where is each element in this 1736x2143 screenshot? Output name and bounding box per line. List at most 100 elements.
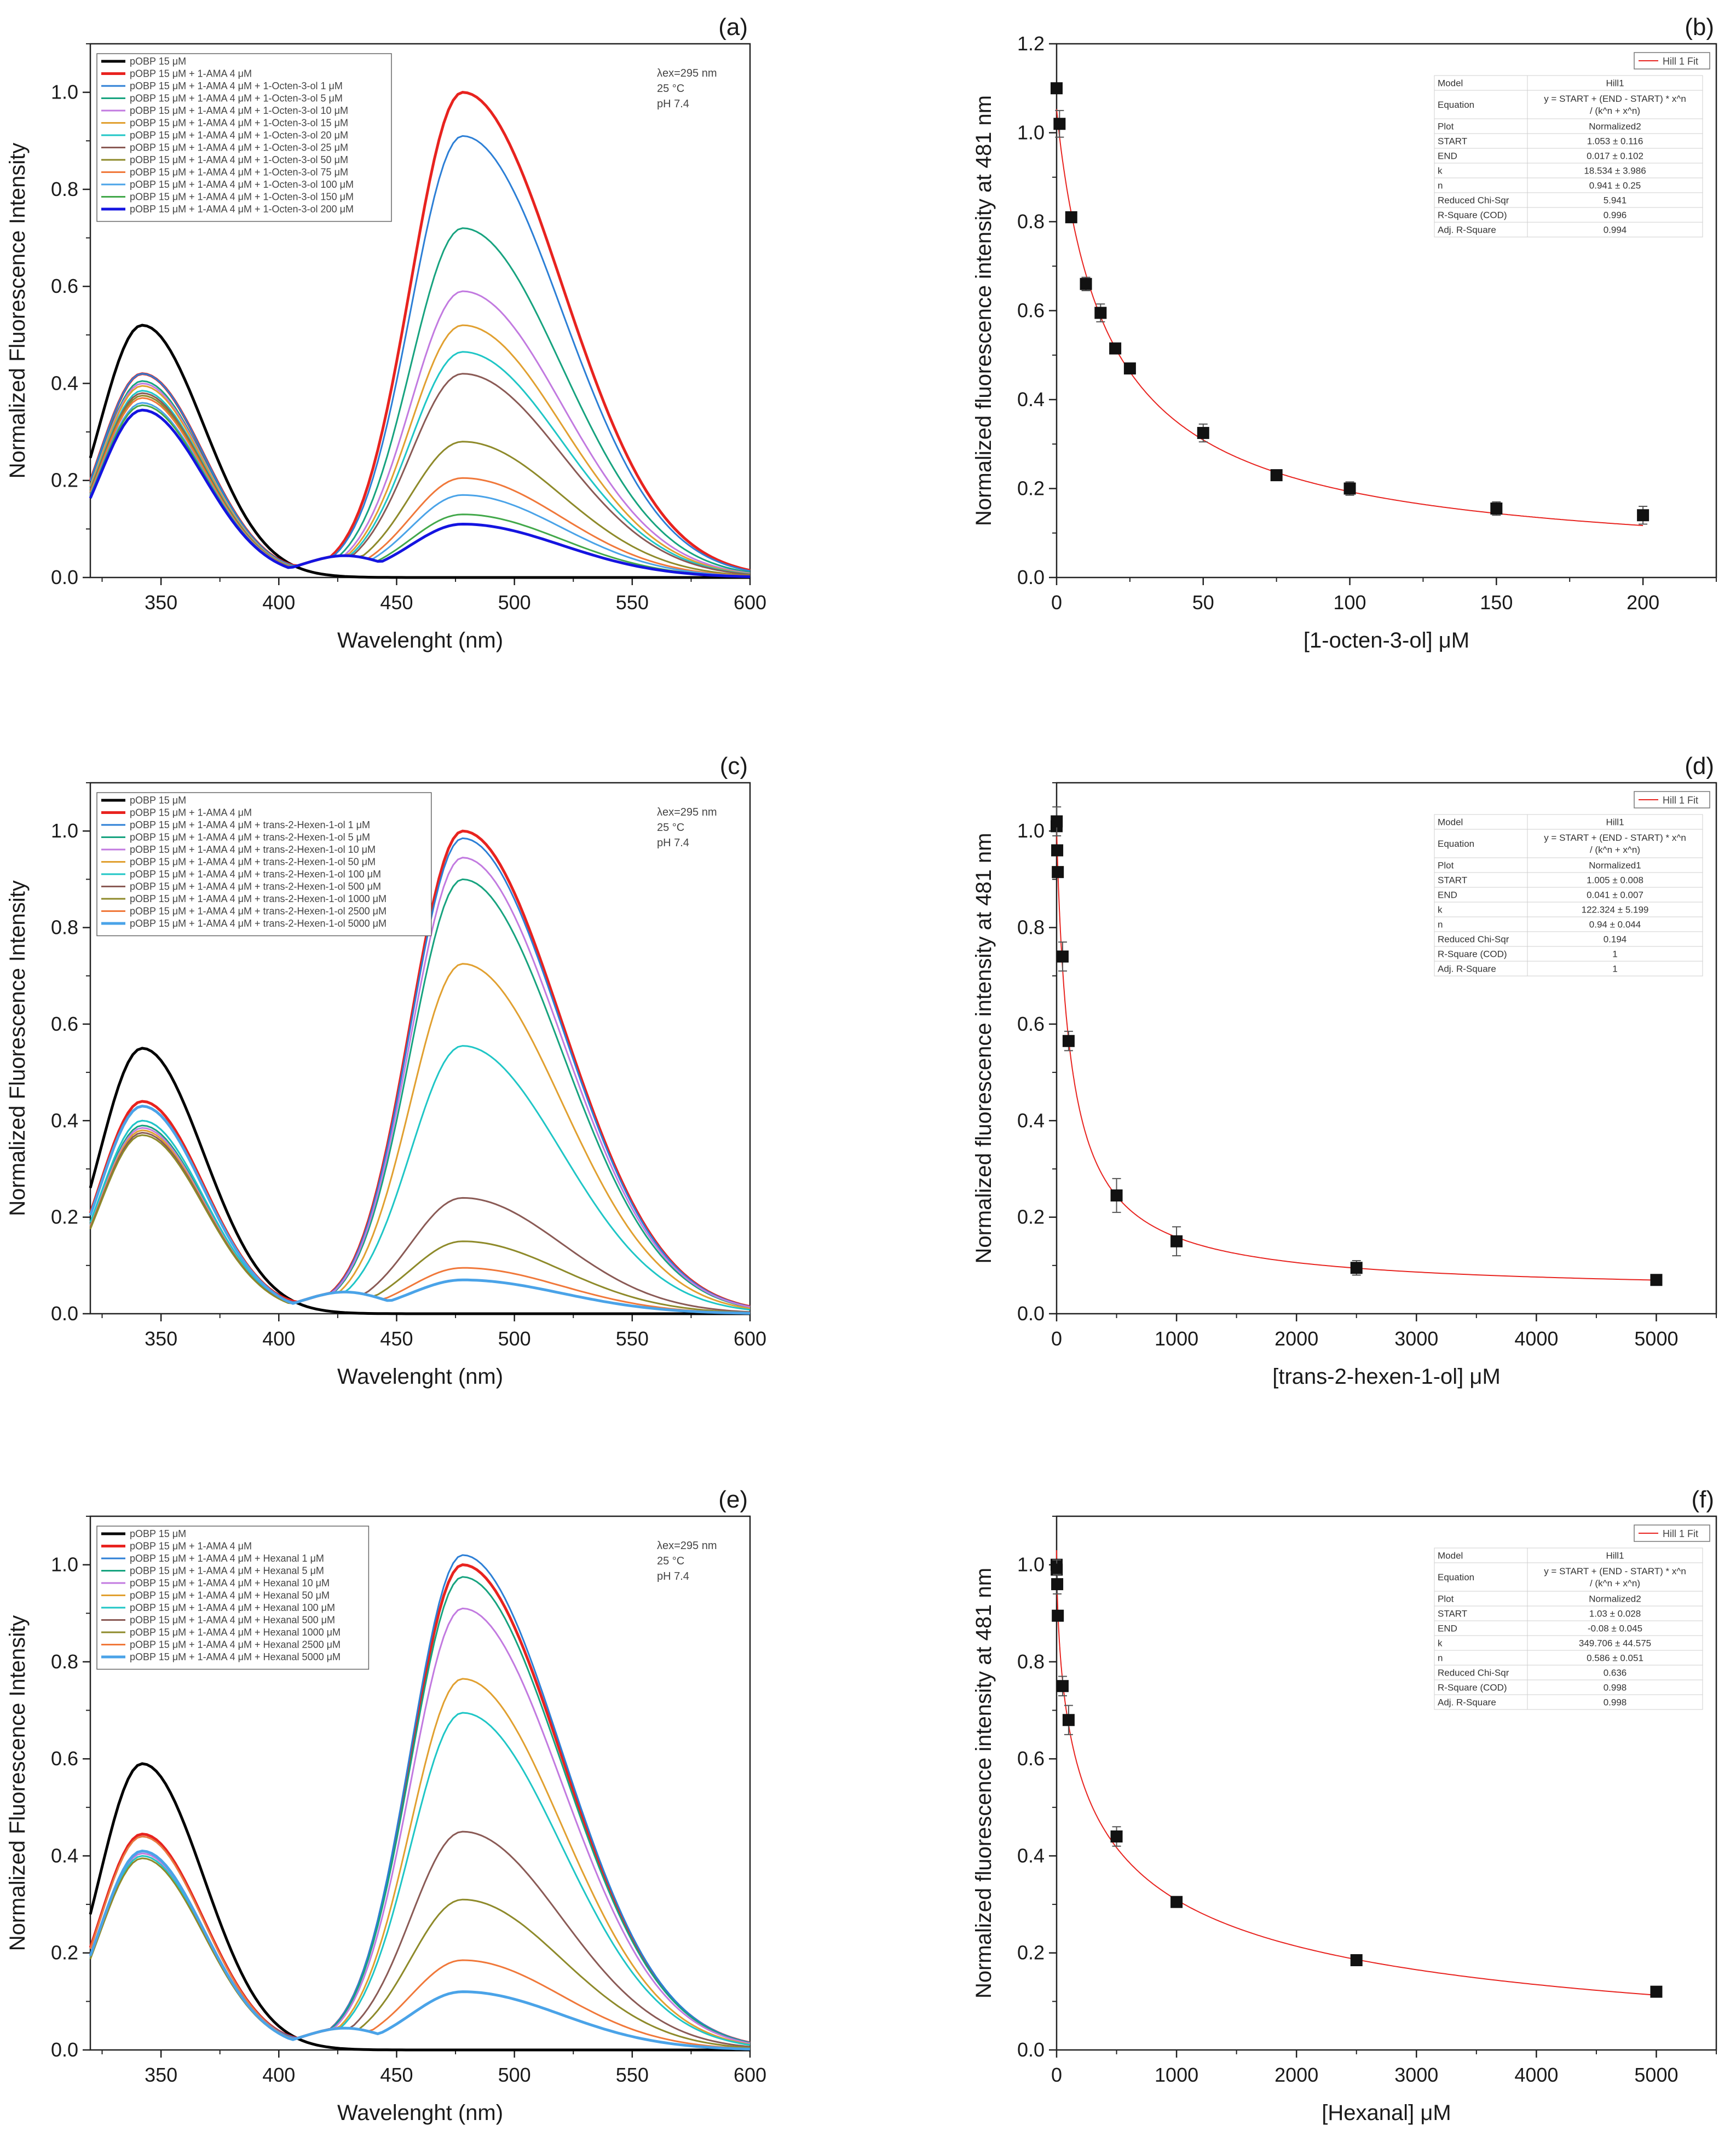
table-cell-key: [1434, 1650, 1528, 1666]
table-key: R-Square (COD): [1438, 1683, 1507, 1693]
table-cell-value: [1527, 1547, 1703, 1563]
table-value: / (k^n + x^n): [1590, 106, 1640, 116]
table-cell-value: [1527, 163, 1703, 178]
data-point: [1051, 1563, 1063, 1576]
table-cell-value: [1527, 887, 1703, 903]
table-cell-value: [1527, 1605, 1703, 1621]
table-cell-key: [1434, 931, 1528, 947]
legend-entry: pOBP 15 μM + 1-AMA 4 μM + Hexanal 500 μM: [130, 1615, 335, 1626]
data-point: [1080, 278, 1092, 290]
legend-entry: pOBP 15 μM + 1-AMA 4 μM + 1-Octen-3-ol 7…: [130, 167, 348, 178]
table-key: k: [1438, 1638, 1443, 1649]
x-tick-label: 600: [734, 591, 766, 614]
table-cell-value: [1527, 192, 1703, 208]
legend-entry: pOBP 15 μM + 1-AMA 4 μM + Hexanal 5000 μ…: [130, 1651, 341, 1662]
data-point: [1170, 1896, 1183, 1908]
table-value: 349.706 ± 44.575: [1579, 1638, 1651, 1649]
legend-frame: [96, 792, 432, 937]
data-point: [1052, 866, 1064, 879]
data-point: [1056, 950, 1069, 963]
spectra-series: [89, 829, 751, 1315]
chart-panel-e: 350 400 450 500 550 600 0.0 0.2 0.4 0.6 0.8 1.0 Wave…: [5, 1486, 766, 2125]
series-line: [89, 1047, 750, 1315]
y-axis-label: Normalized fluorescence intensity at 481…: [972, 95, 996, 526]
panel-label: (a): [718, 14, 748, 41]
fit-line: [1056, 828, 1657, 1281]
data-points: [1051, 806, 1663, 1286]
table-key: Adj. R-Square: [1438, 225, 1496, 235]
x-tick-label: 0: [1051, 1327, 1062, 1350]
table-value: 122.324 ± 5.199: [1582, 905, 1649, 915]
y-axis-label: Normalized Fluorescence Intensity: [5, 143, 30, 479]
table-value: 0.994: [1604, 225, 1627, 235]
table-cell-key: [1434, 887, 1528, 903]
table-key: Equation: [1438, 100, 1474, 110]
x-tick-label: 600: [734, 2064, 766, 2086]
table-value: y = START + (END - START) * x^n: [1544, 1566, 1686, 1576]
table-key: Model: [1438, 1551, 1463, 1561]
data-point: [1062, 1035, 1075, 1047]
legend-entry: pOBP 15 μM + 1-AMA 4 μM + trans-2-Hexen-…: [130, 881, 381, 892]
table-key: START: [1438, 875, 1467, 886]
series-line: [89, 324, 751, 575]
x-tick-label: 350: [145, 2064, 177, 2086]
series-line: [89, 404, 751, 577]
y-tick-label: 0.6: [1017, 1013, 1045, 1035]
series-line: [89, 1835, 751, 2050]
y-tick-label: 0.2: [1017, 1206, 1045, 1228]
table-key: R-Square (COD): [1438, 949, 1507, 960]
axis-ticks: 0 50 100 150 200 0.0 0.2 0.4 0.6 0.8 1.0 1.2: [1017, 32, 1717, 614]
data-point: [1056, 1680, 1069, 1693]
y-tick-label: 0.0: [51, 2038, 78, 2061]
x-tick-label: 400: [262, 1327, 295, 1350]
table-cell-key: [1434, 148, 1528, 164]
table-cell-value: [1527, 90, 1703, 119]
x-tick-label: 400: [262, 591, 295, 614]
y-tick-label: 0.8: [51, 916, 78, 939]
x-tick-label: 3000: [1394, 1327, 1438, 1350]
legend-entry: pOBP 15 μM + 1-AMA 4 μM: [130, 807, 252, 818]
panel-label: (b): [1685, 14, 1714, 41]
legend-entry: pOBP 15 μM + 1-AMA 4 μM + 1-Octen-3-ol 1…: [130, 118, 348, 129]
chart-panel-a: 350 400 450 500 550 600 0.0 0.2 0.4 0.6 0.8 1.0 Wave…: [5, 14, 766, 652]
x-tick-label: 350: [145, 1327, 177, 1350]
table-key: Adj. R-Square: [1438, 1697, 1496, 1708]
data-point: [1350, 1262, 1363, 1274]
series-line: [89, 397, 751, 577]
table-value: y = START + (END - START) * x^n: [1544, 94, 1686, 104]
table-value: 0.041 ± 0.007: [1587, 890, 1643, 900]
table-cell-value: [1527, 1620, 1703, 1636]
x-tick-label: 0: [1051, 2064, 1062, 2086]
fit-parameters-table: Model Hill1 Equation y = START + (END - STA…: [1434, 75, 1703, 238]
fit-line: [1056, 1550, 1657, 1996]
table-cell-value: [1527, 1650, 1703, 1666]
y-tick-label: 1.0: [51, 1553, 78, 1576]
axis-ticks: 0 1000 2000 3000 4000 5000 0.0 0.2 0.4 0.6 0.8 1.0: [1017, 782, 1717, 1350]
data-point: [1123, 362, 1136, 375]
fit-legend-label: Hill 1 Fit: [1663, 56, 1698, 67]
x-tick-label: 200: [1627, 591, 1659, 614]
x-tick-label: 4000: [1514, 1327, 1558, 1350]
annotation-line: 25 °C: [657, 83, 684, 95]
table-cell-value: [1527, 118, 1703, 134]
x-tick-label: 400: [262, 2064, 295, 2086]
legend-entry: pOBP 15 μM + 1-AMA 4 μM + trans-2-Hexen-…: [130, 819, 370, 830]
x-tick-label: 2000: [1274, 1327, 1318, 1350]
series-line: [89, 135, 751, 572]
table-cell-value: [1527, 1679, 1703, 1695]
legend-entry: pOBP 15 μM + 1-AMA 4 μM: [130, 68, 252, 79]
table-key: Model: [1438, 817, 1463, 828]
y-tick-label: 0.6: [51, 1747, 78, 1770]
table-value: Hill1: [1606, 78, 1624, 89]
chart-panel-c: 350 400 450 500 550 600 0.0 0.2 0.4 0.6 0.8 1.0 Wave…: [5, 753, 766, 1389]
table-cell-key: [1434, 902, 1528, 917]
table-key: END: [1438, 1624, 1457, 1634]
table-value: 0.017 ± 0.102: [1587, 151, 1643, 161]
legend-entry: pOBP 15 μM + 1-AMA 4 μM + Hexanal 1000 μ…: [130, 1627, 341, 1638]
series-line: [89, 1857, 751, 2049]
y-axis-label: Normalized fluorescence intensity at 481…: [972, 1568, 996, 1998]
table-cell-key: [1434, 1547, 1528, 1563]
legend-entry: pOBP 15 μM + 1-AMA 4 μM + trans-2-Hexen-…: [130, 869, 381, 880]
data-point: [1052, 1609, 1064, 1622]
